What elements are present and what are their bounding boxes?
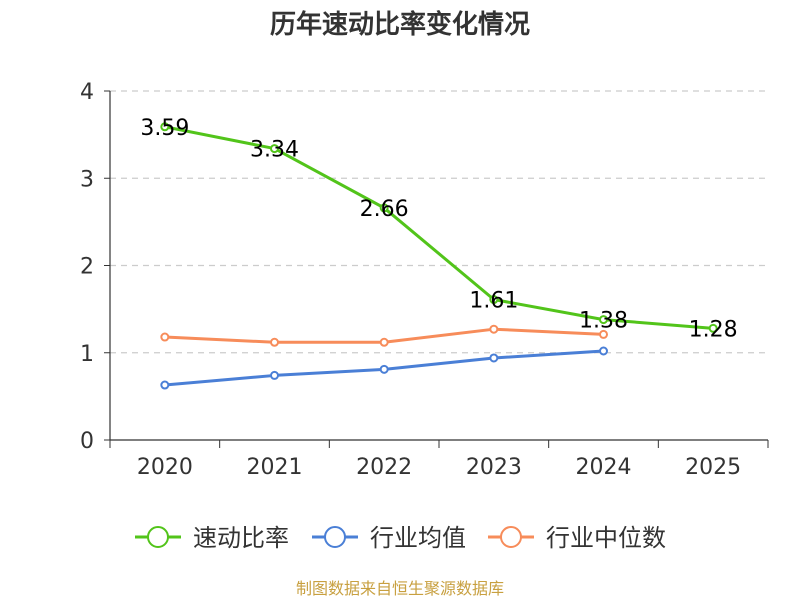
- legend-item-0[interactable]: 速动比率: [135, 524, 289, 552]
- y-tick-label: 2: [80, 255, 94, 280]
- legend-marker: [147, 526, 169, 548]
- data-point: [270, 144, 279, 154]
- data-point: [379, 337, 389, 347]
- data-point: [379, 203, 389, 213]
- y-tick-label: 4: [80, 80, 94, 105]
- chart-title: 历年速动比率变化情况: [270, 9, 530, 40]
- data-point: [489, 324, 499, 334]
- series-group: [160, 122, 718, 390]
- data-point: [489, 353, 499, 363]
- legend-label: 行业中位数: [546, 524, 666, 552]
- data-label: 3.59: [140, 116, 189, 141]
- data-point: [270, 370, 279, 380]
- grid: [110, 90, 768, 354]
- data-label: 1.28: [689, 317, 738, 342]
- legend-label: 行业均值: [370, 524, 466, 552]
- data-label: 3.34: [250, 138, 299, 163]
- data-point: [379, 364, 389, 374]
- y-tick-label: 0: [80, 429, 94, 454]
- legend-marker: [500, 526, 522, 548]
- y-tick-label: 1: [80, 342, 94, 367]
- x-tick-label: 2023: [466, 455, 522, 480]
- x-tick-label: 2020: [137, 455, 193, 480]
- data-point: [160, 122, 170, 132]
- data-point: [160, 332, 170, 342]
- y-tick-label: 3: [80, 167, 94, 192]
- legend-label: 速动比率: [193, 524, 289, 552]
- x-tick-label: 2022: [356, 455, 412, 480]
- data-point: [160, 380, 170, 390]
- data-point: [599, 346, 608, 356]
- legend: 速动比率 行业均值 行业中位数: [135, 524, 666, 552]
- data-point: [599, 329, 608, 339]
- source-note: 制图数据来自恒生聚源数据库: [296, 579, 504, 598]
- data-point: [708, 323, 718, 333]
- legend-item-1[interactable]: 行业均值: [312, 524, 466, 552]
- data-label: 1.38: [579, 309, 628, 334]
- axes: 0 1 2 3 4 2020 2021 2022 2023 2024 2025: [80, 80, 769, 480]
- legend-marker: [324, 526, 346, 548]
- x-tick-label: 2021: [247, 455, 303, 480]
- data-label: 1.61: [469, 289, 518, 314]
- x-tick-label: 2025: [685, 455, 741, 480]
- series-line-0: [164, 125, 714, 330]
- data-point: [270, 337, 279, 347]
- data-labels: 3.59 3.34 2.66 1.61 1.38 1.28: [140, 116, 737, 343]
- x-tick-label: 2024: [576, 455, 632, 480]
- data-point: [489, 295, 499, 305]
- data-label: 2.66: [360, 197, 409, 222]
- data-point: [599, 315, 608, 325]
- legend-item-2[interactable]: 行业中位数: [488, 524, 666, 552]
